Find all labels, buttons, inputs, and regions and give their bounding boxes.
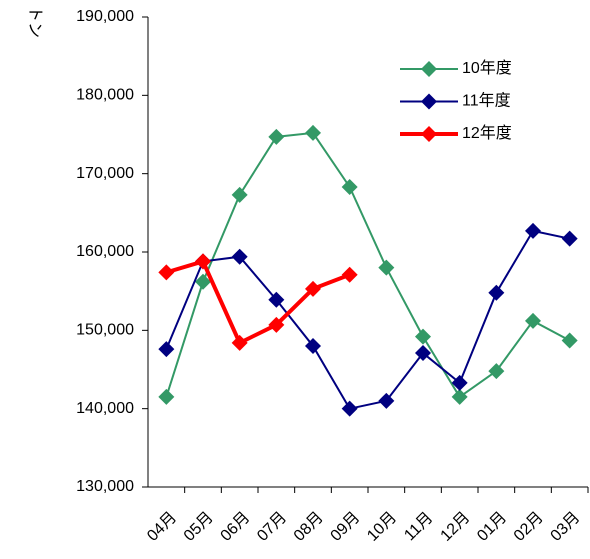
series-line bbox=[165, 131, 571, 399]
point bbox=[231, 248, 248, 265]
y-tick-label: 160,000 bbox=[76, 243, 134, 260]
x-tick-label: 03月 bbox=[548, 509, 584, 545]
x-tick-label: 06月 bbox=[218, 509, 254, 545]
x-tick-label: 09月 bbox=[328, 509, 364, 545]
legend-marker bbox=[421, 126, 437, 142]
point bbox=[268, 316, 285, 333]
point bbox=[451, 388, 468, 405]
point bbox=[158, 341, 175, 358]
point bbox=[195, 253, 211, 270]
point bbox=[341, 266, 358, 283]
point bbox=[195, 273, 211, 290]
x-tick-label: 08月 bbox=[291, 509, 327, 545]
point bbox=[341, 400, 358, 417]
x-tick-label: 04月 bbox=[144, 509, 180, 545]
point bbox=[231, 334, 248, 351]
point bbox=[305, 280, 321, 297]
point bbox=[158, 264, 175, 281]
point bbox=[488, 284, 505, 301]
point bbox=[488, 363, 505, 380]
point bbox=[378, 259, 395, 276]
legend-label: 12年度 bbox=[462, 124, 512, 142]
y-tick-label: 180,000 bbox=[76, 87, 134, 104]
point bbox=[415, 328, 431, 345]
point bbox=[158, 388, 175, 405]
y-tick-label: 140,000 bbox=[76, 400, 134, 417]
y-tick-label: 190,000 bbox=[76, 8, 134, 25]
point bbox=[305, 338, 321, 354]
x-tick-label: 07月 bbox=[254, 509, 290, 545]
series-line bbox=[165, 229, 570, 410]
x-tick-label: 01月 bbox=[474, 509, 510, 545]
point bbox=[451, 374, 468, 391]
point bbox=[415, 345, 431, 362]
point bbox=[231, 186, 248, 203]
x-tick-label: 10月 bbox=[364, 509, 400, 545]
legend-label: 11年度 bbox=[462, 92, 511, 110]
point bbox=[525, 222, 541, 239]
point bbox=[268, 128, 285, 145]
legend-label: 10年度 bbox=[462, 59, 512, 77]
series-line bbox=[165, 258, 351, 346]
y-axis-label: トン bbox=[26, 6, 43, 38]
point bbox=[525, 312, 541, 329]
x-tick-label: 12月 bbox=[438, 509, 474, 545]
x-tick-label: 05月 bbox=[181, 509, 217, 545]
legend-marker bbox=[421, 93, 437, 110]
point bbox=[341, 178, 358, 195]
point bbox=[268, 291, 285, 308]
x-tick-label: 11月 bbox=[401, 509, 436, 544]
legend-marker bbox=[421, 61, 437, 77]
point bbox=[561, 230, 578, 247]
point bbox=[561, 332, 578, 349]
y-tick-label: 130,000 bbox=[76, 478, 134, 495]
point bbox=[305, 124, 321, 141]
y-tick-label: 150,000 bbox=[76, 322, 134, 339]
y-tick-label: 170,000 bbox=[76, 165, 134, 182]
point bbox=[378, 392, 395, 409]
x-tick-label: 02月 bbox=[511, 509, 547, 545]
